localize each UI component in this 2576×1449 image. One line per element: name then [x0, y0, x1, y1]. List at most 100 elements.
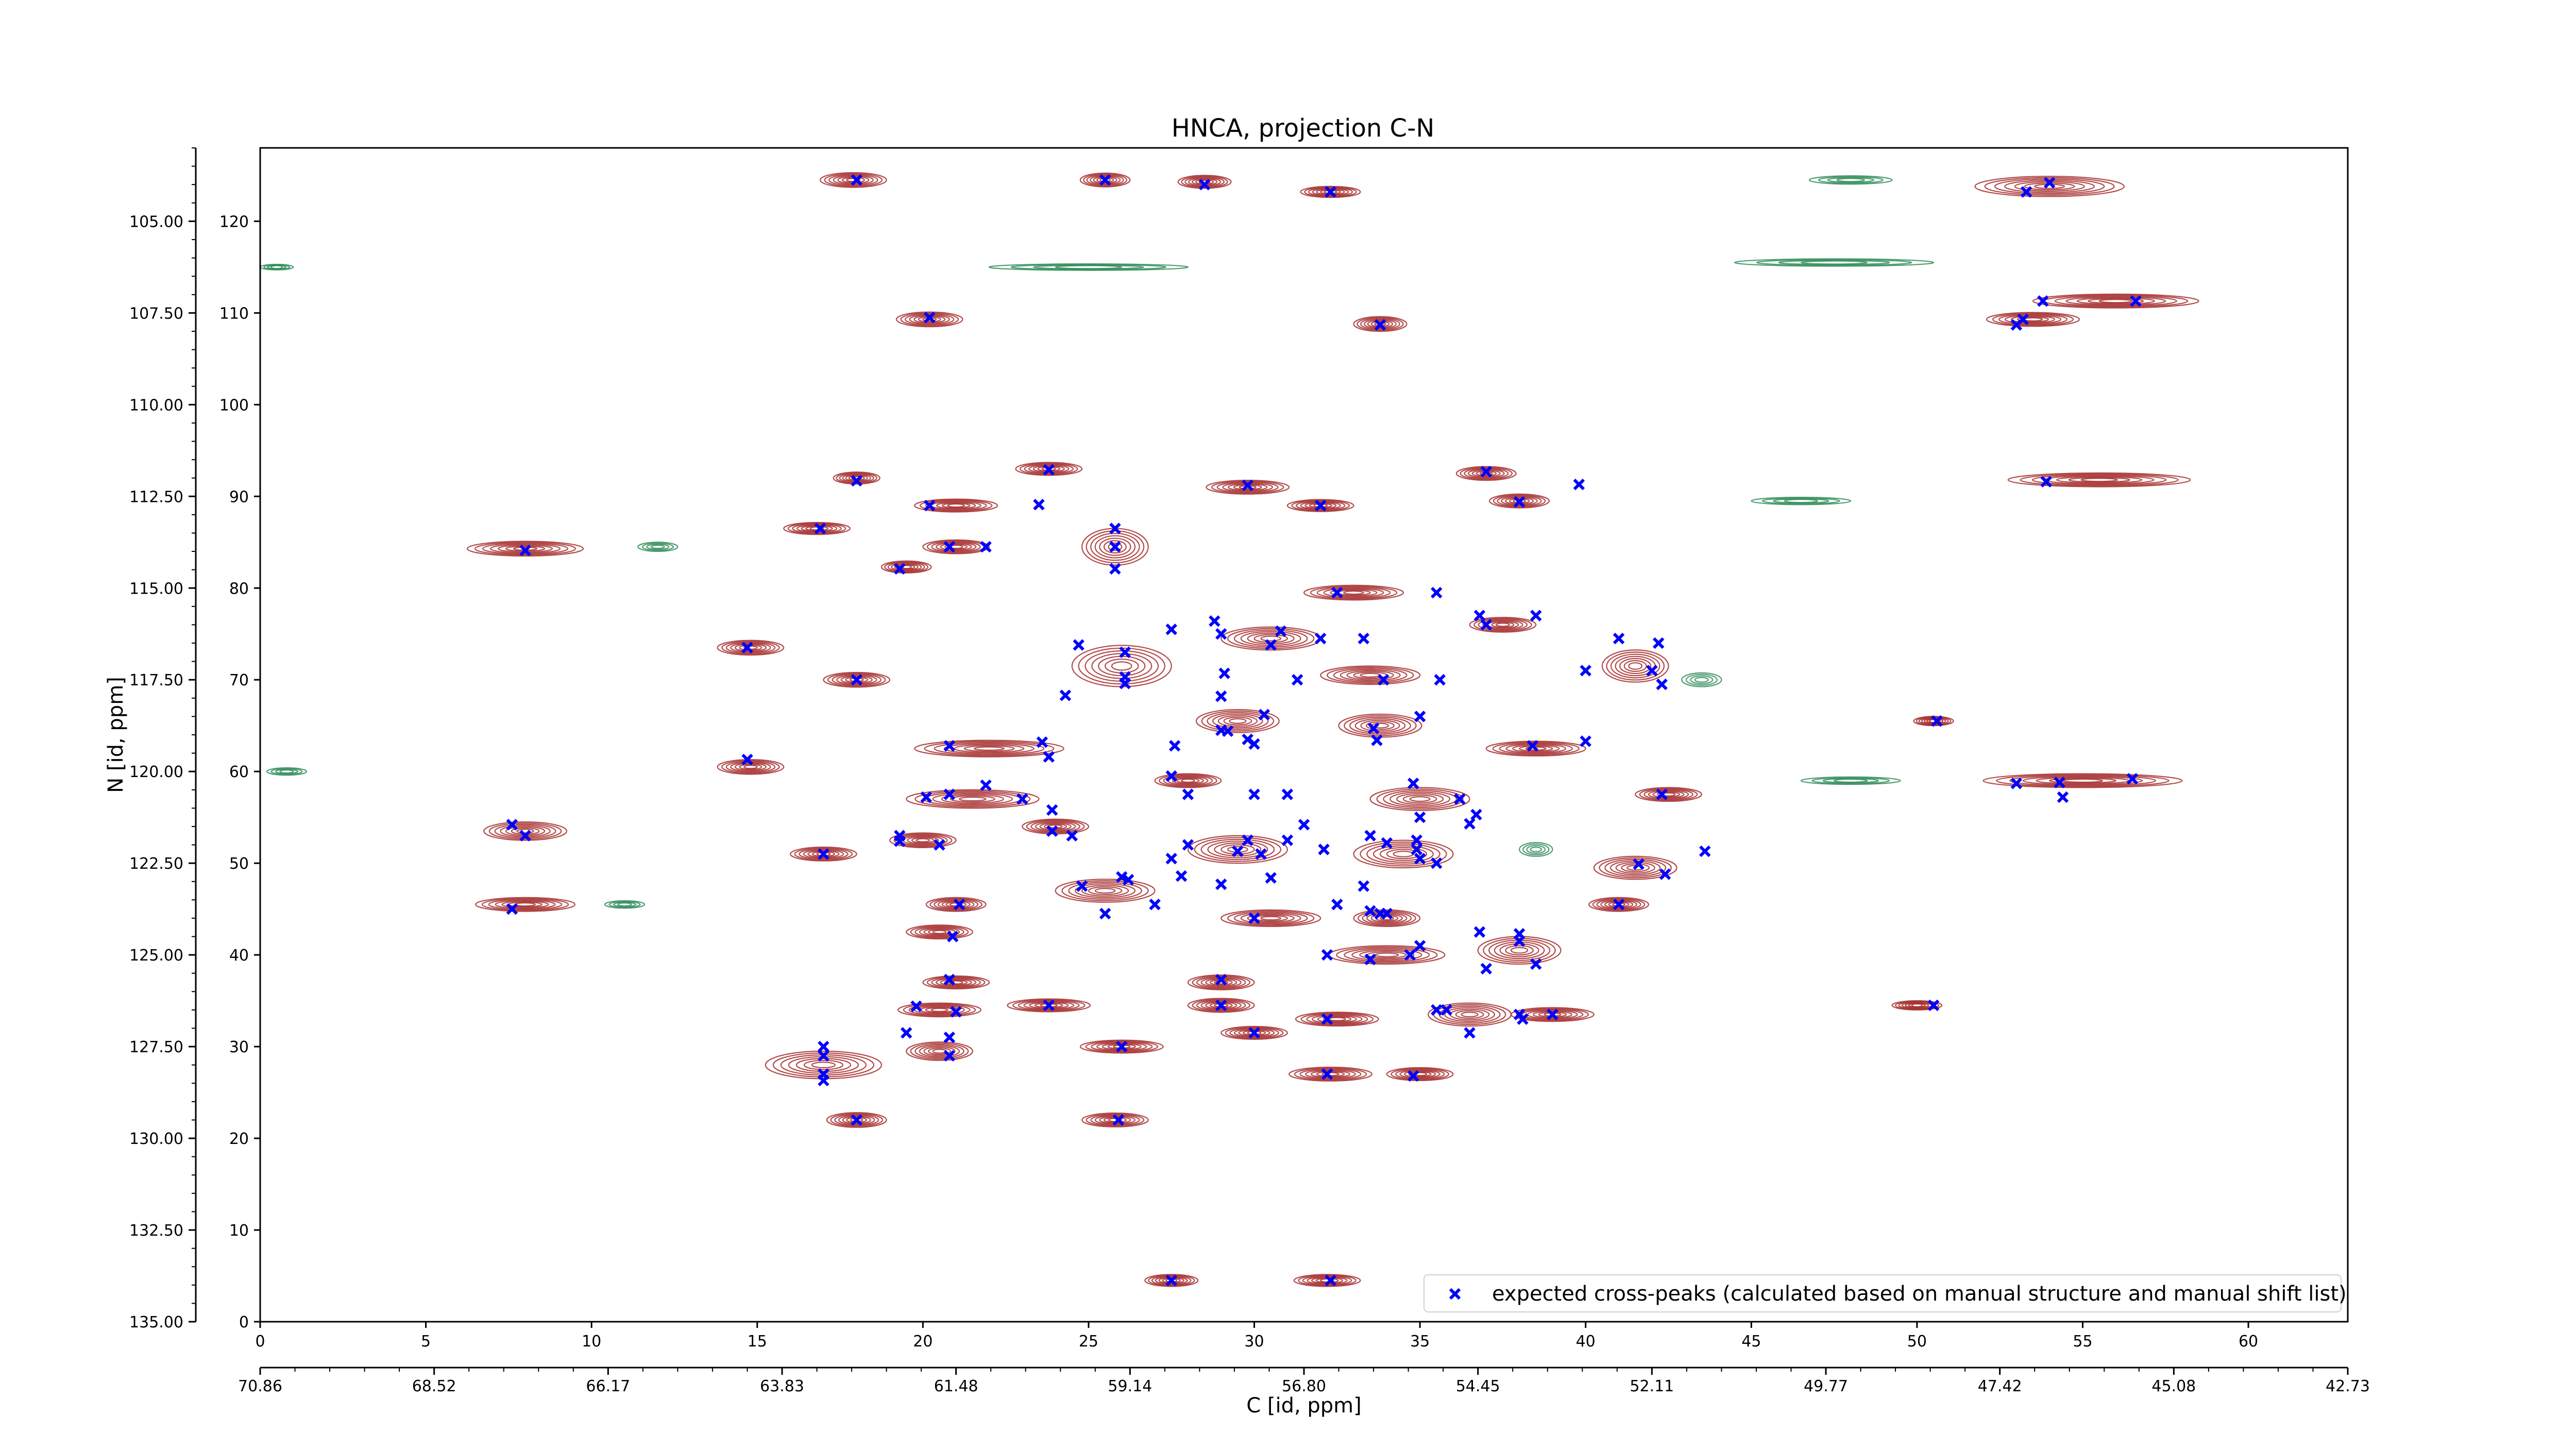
- legend-marker: [1449, 1288, 1461, 1300]
- contour-line: [474, 897, 576, 912]
- contour-line: [1359, 950, 1415, 960]
- contour-line: [2062, 778, 2104, 783]
- contour-line: [807, 850, 840, 858]
- cross-peak: [1656, 678, 1668, 690]
- cross-peak: [1325, 1274, 1336, 1287]
- cross-peak: [851, 1114, 862, 1126]
- contour-region: [1015, 462, 1083, 476]
- contour-region: [1353, 839, 1454, 869]
- contour-region: [895, 311, 963, 328]
- contour-line: [1019, 462, 1078, 475]
- contour-line: [1217, 715, 1258, 727]
- contour-line: [1233, 912, 1308, 925]
- x-ppm-tick-label: 49.77: [1804, 1377, 1848, 1395]
- contour-line: [1225, 1026, 1284, 1039]
- cross-peak: [1298, 819, 1310, 831]
- cross-peak: [2057, 791, 2069, 803]
- contour-line: [1330, 588, 1378, 597]
- contour-region: [1800, 776, 1901, 785]
- contour-line: [488, 899, 563, 911]
- cross-peak: [818, 848, 829, 860]
- contour-line: [2010, 315, 2056, 324]
- cross-peak: [1281, 834, 1294, 846]
- contour-line: [2065, 296, 2166, 306]
- cross-peak: [1291, 673, 1303, 686]
- contour-line: [914, 739, 1064, 757]
- contour-line: [1340, 669, 1401, 682]
- cross-peak: [1931, 715, 1943, 727]
- contour-line: [1214, 842, 1262, 857]
- contour-line: [1526, 845, 1546, 854]
- contour-line: [1621, 863, 1650, 872]
- contour-line: [1694, 677, 1709, 683]
- cross-peak: [1464, 1027, 1476, 1039]
- contour-line: [1194, 837, 1282, 862]
- y-ppm-ticks: 135.00 132.50 130.00 127.50 125.00 122.50 120.…: [129, 147, 196, 1332]
- contour-line: [1286, 499, 1354, 512]
- y-ppm-tick-label: 135.00: [129, 1313, 183, 1332]
- cross-peak: [1175, 870, 1188, 882]
- contour-line: [947, 503, 965, 508]
- contour-line: [973, 746, 1005, 751]
- y-index-tick-label: 120: [219, 213, 249, 231]
- cross-peak: [1454, 793, 1466, 805]
- cross-peak: [1371, 734, 1383, 746]
- contour-line: [1599, 857, 1672, 879]
- contour-line: [840, 676, 873, 684]
- contour-line: [916, 838, 930, 843]
- contour-region: [880, 560, 932, 574]
- contour-region: [1751, 496, 1852, 506]
- cross-peak: [1218, 667, 1230, 680]
- x-index-tick-label: 25: [1079, 1333, 1098, 1351]
- contour-line: [2009, 775, 2157, 786]
- contour-region: [1081, 528, 1149, 566]
- cross-peak: [943, 788, 956, 800]
- contour-region: [914, 739, 1064, 757]
- contour-region: [1338, 713, 1422, 738]
- y-index-tick-label: 10: [229, 1222, 249, 1240]
- contour-line: [1176, 778, 1200, 784]
- x-index-tick-label: 20: [913, 1333, 933, 1351]
- contour-region: [1303, 584, 1404, 601]
- cross-peak: [1573, 478, 1585, 491]
- cross-peak: [923, 311, 936, 324]
- cross-peak: [1325, 186, 1336, 198]
- contour-line: [1497, 495, 1542, 507]
- cross-peak: [851, 174, 862, 186]
- y-index-tick-label: 90: [229, 488, 249, 506]
- contour-region: [988, 263, 1189, 271]
- cross-peak: [2017, 313, 2029, 326]
- contour-line: [783, 521, 851, 535]
- cross-peak: [1198, 178, 1211, 191]
- contour-region: [2032, 293, 2199, 309]
- contour-line: [1648, 789, 1689, 799]
- cross-peak: [1314, 499, 1327, 512]
- contour-line: [279, 769, 294, 774]
- contour-line: [1227, 628, 1315, 649]
- contour-line: [1207, 712, 1269, 730]
- contour-line: [795, 1058, 852, 1072]
- contour-line: [637, 542, 679, 552]
- contour-region: [1177, 175, 1232, 189]
- contour-region: [1974, 176, 2125, 197]
- cross-peak: [1046, 825, 1058, 837]
- y-index-tick-label: 110: [219, 305, 249, 323]
- contour-region: [474, 897, 576, 912]
- cross-peak-markers: [506, 174, 2142, 1287]
- contour-line: [1227, 910, 1315, 926]
- contour-line: [925, 500, 987, 511]
- contour-line: [941, 794, 1004, 804]
- contour-region: [604, 900, 646, 909]
- contour-line: [1035, 821, 1076, 832]
- contour-line: [1294, 1067, 1367, 1081]
- contour-line: [1360, 719, 1400, 732]
- contour-line: [1010, 264, 1167, 271]
- contour-line: [1354, 718, 1406, 733]
- contour-line: [1379, 916, 1394, 921]
- contour-line: [1260, 635, 1282, 642]
- cross-peak: [1321, 949, 1333, 961]
- contour-line: [958, 796, 987, 802]
- contour-line: [846, 1117, 868, 1123]
- cross-peak: [1215, 878, 1227, 890]
- contour-line: [1028, 464, 1070, 474]
